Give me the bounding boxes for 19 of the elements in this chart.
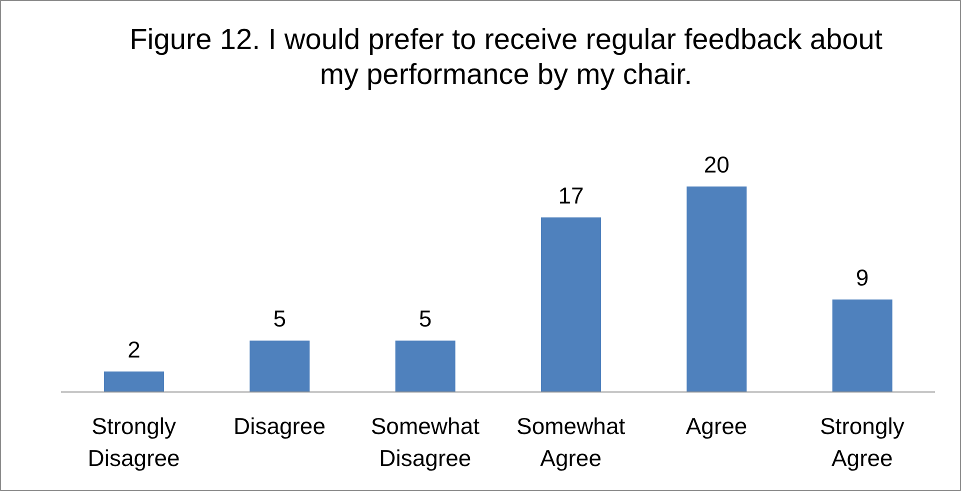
x-tick-label: Agree (686, 413, 748, 439)
data-label: 5 (418, 306, 432, 332)
x-tick-label: Strongly Disagree (88, 413, 180, 471)
bar (686, 186, 747, 392)
x-tick-label: Strongly Agree (820, 413, 905, 471)
bar (395, 340, 456, 392)
chart-title: Figure 12. I would prefer to receive regular feedback about my performance by my chair. (128, 23, 884, 93)
x-tick-label: Disagree (233, 413, 326, 439)
bar (104, 371, 164, 392)
data-label: 17 (558, 182, 584, 208)
data-label: 2 (128, 336, 140, 362)
x-tick-label: Somewhat Disagree (370, 413, 480, 471)
data-label: 9 (856, 264, 869, 291)
bar (541, 217, 601, 392)
x-tick-label: Somewhat Agree (516, 413, 626, 471)
bar (832, 300, 892, 392)
bar (250, 340, 310, 392)
data-label: 5 (273, 306, 286, 332)
data-label: 20 (704, 151, 730, 178)
